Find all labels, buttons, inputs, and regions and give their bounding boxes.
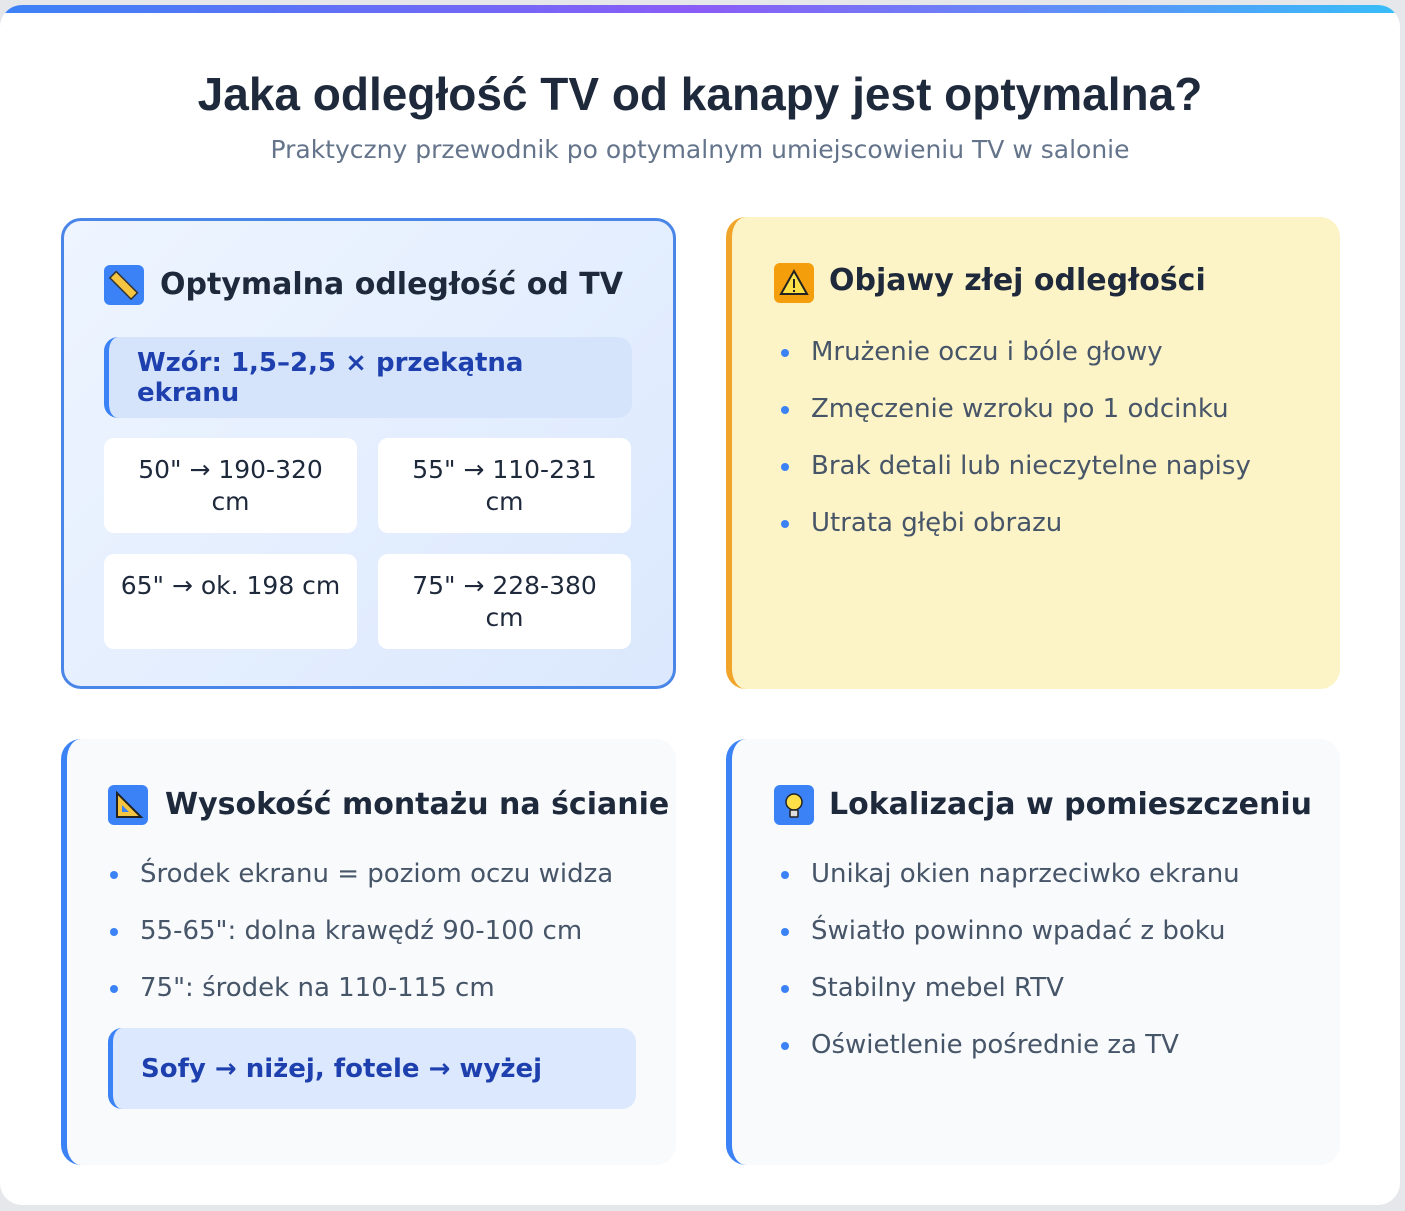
card-symptoms: Objawy złej odległości Mrużenie oczu i b… [726, 217, 1340, 689]
card-height: Wysokość montażu na ścianie Środek ekran… [61, 739, 676, 1165]
list-item: Światło powinno wpadać z boku [781, 916, 1240, 973]
formula: Wzór: 1,5–2,5 × przekątna ekranu [104, 337, 632, 418]
title: Jaka odległość TV od kanapy jest optymal… [197, 68, 1203, 120]
size-box: 75" → 228-380 cm [378, 554, 631, 649]
list-item: Zmęczenie wzroku po 1 odcinku [781, 394, 1251, 451]
icon-ruler [104, 265, 144, 305]
icon-triangle [108, 785, 148, 825]
note: Sofy → niżej, fotele → wyżej [108, 1028, 636, 1109]
card-title: Objawy złej odległości [829, 263, 1206, 298]
list: Unikaj okien naprzeciwko ekranu Światło … [781, 859, 1240, 1087]
card-title: Optymalna odległość od TV [160, 267, 623, 302]
list-item: 75": środek na 110-115 cm [110, 973, 613, 1030]
card-distance: Optymalna odległość od TV Wzór: 1,5–2,5 … [61, 218, 676, 689]
list-item: Środek ekranu = poziom oczu widza [110, 859, 613, 916]
list-item: Mrużenie oczu i bóle głowy [781, 337, 1251, 394]
top-bar [0, 5, 1400, 13]
list-item: Unikaj okien naprzeciwko ekranu [781, 859, 1240, 916]
size-box: 65" → ok. 198 cm [104, 554, 357, 649]
list-item: Utrata głębi obrazu [781, 508, 1251, 565]
list: Mrużenie oczu i bóle głowy Zmęczenie wzr… [781, 337, 1251, 565]
list-item: 55-65": dolna krawędź 90-100 cm [110, 916, 613, 973]
card-location: Lokalizacja w pomieszczeniu Unikaj okien… [726, 739, 1340, 1165]
list: Środek ekranu = poziom oczu widza 55-65"… [110, 859, 613, 1030]
icon-warning [774, 263, 814, 303]
card-title: Lokalizacja w pomieszczeniu [829, 787, 1312, 822]
list-item: Brak detali lub nieczytelne napisy [781, 451, 1251, 508]
size-box: 50" → 190-320 cm [104, 438, 357, 533]
sheet: Jaka odległość TV od kanapy jest optymal… [0, 5, 1400, 1205]
icon-bulb [774, 785, 814, 825]
card-title: Wysokość montażu na ścianie [165, 787, 670, 822]
list-item: Stabilny mebel RTV [781, 973, 1240, 1030]
subtitle: Praktyczny przewodnik po optymalnym umie… [270, 135, 1130, 164]
size-box: 55" → 110-231 cm [378, 438, 631, 533]
list-item: Oświetlenie pośrednie za TV [781, 1030, 1240, 1087]
